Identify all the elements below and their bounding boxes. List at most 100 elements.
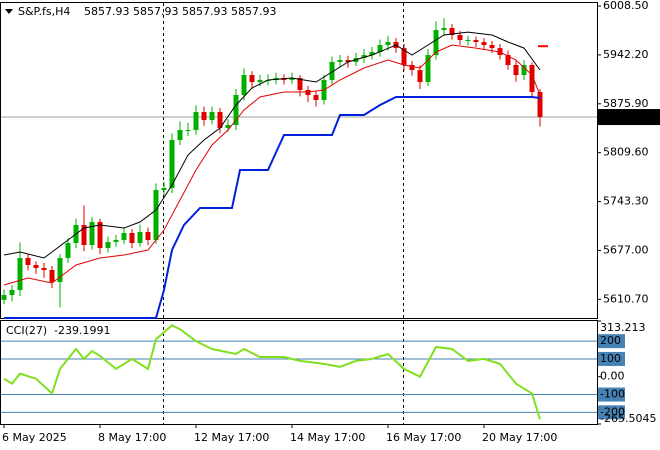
y-tick-label: 100 — [600, 352, 621, 365]
candle-body — [489, 45, 495, 49]
candle-body — [81, 225, 87, 246]
candle-body — [169, 140, 175, 189]
candle-body — [313, 95, 319, 101]
candle-body — [449, 27, 455, 36]
indicator-line — [3, 324, 541, 420]
cci-value: -239.1991 — [54, 324, 110, 337]
candle-body — [89, 221, 95, 246]
candle-body — [529, 65, 535, 92]
candle-body — [513, 65, 519, 76]
candle-body — [329, 61, 335, 80]
header-value: 5857.93 — [133, 5, 179, 18]
candle-body — [473, 40, 479, 43]
candle-body — [145, 232, 151, 240]
indicator-line — [3, 31, 541, 259]
candle-body — [361, 54, 367, 59]
x-tick-label: 12 May 17:00 — [194, 431, 269, 444]
candle-body — [65, 243, 71, 258]
candle-body — [105, 241, 111, 249]
candle-body — [233, 95, 239, 126]
candle-body — [49, 269, 55, 283]
indicator-line — [3, 44, 541, 286]
candle-body — [441, 27, 447, 30]
last-price-label: 5857.93 — [603, 110, 649, 123]
candle-body — [25, 257, 31, 265]
candle-body — [121, 232, 127, 240]
candle-body — [385, 42, 391, 46]
y-tick-label: -100 — [600, 388, 625, 401]
candle-body — [33, 264, 39, 269]
candle-body — [257, 79, 263, 83]
candle-body — [177, 129, 183, 141]
level-label-box — [598, 351, 625, 366]
candle-body — [201, 111, 207, 121]
y-tick-label: 5875.90 — [603, 97, 649, 110]
header-value: 5857.93 — [84, 5, 130, 18]
y-tick-label: -265.5045 — [600, 412, 656, 425]
x-tick-label: 20 May 17:00 — [482, 431, 557, 444]
candle-body — [289, 77, 295, 80]
y-tick-label: 5743.30 — [603, 195, 649, 208]
symbol-label: S&P.fs,H4 — [18, 5, 70, 18]
candle-body — [97, 221, 103, 249]
candle-body — [505, 54, 511, 66]
candle-body — [377, 45, 383, 53]
x-tick-label: 14 May 17:00 — [290, 431, 365, 444]
y-tick-label: 5677.00 — [603, 243, 649, 256]
candle-body — [297, 77, 303, 91]
candle-body — [409, 65, 415, 71]
collapse-icon — [5, 9, 13, 14]
candle-body — [1, 294, 7, 300]
candle-body — [241, 75, 247, 96]
candle-body — [57, 257, 63, 283]
last-price-box — [598, 109, 660, 126]
candle-body — [305, 90, 311, 96]
candle-body — [161, 188, 167, 190]
candle-body — [521, 65, 527, 76]
candle-body — [457, 35, 463, 41]
candle-body — [217, 111, 223, 128]
candle-body — [137, 232, 143, 244]
y-tick-label: -200 — [600, 405, 625, 418]
level-label-box — [598, 334, 625, 349]
candle-body — [193, 111, 199, 130]
candle-body — [209, 111, 215, 121]
y-tick-label: 200 — [600, 334, 621, 347]
candle-body — [401, 48, 407, 66]
indicator-line — [4, 96, 541, 319]
candle-body — [417, 70, 423, 83]
candle-body — [249, 75, 255, 83]
header-value: 5857.93 — [182, 5, 228, 18]
candle-body — [425, 54, 431, 83]
level-label-box — [598, 387, 625, 402]
y-tick-label: 5610.70 — [603, 292, 649, 305]
candle-body — [113, 239, 119, 242]
candle-body — [337, 59, 343, 62]
cci-label: CCI(27) — [6, 324, 47, 337]
candle-body — [153, 189, 159, 240]
candle-body — [465, 40, 471, 42]
candle-body — [129, 232, 135, 244]
x-tick-label: 8 May 17:00 — [98, 431, 166, 444]
main-panel-border — [0, 2, 598, 319]
x-tick-label: 6 May 2025 — [2, 431, 67, 444]
candle-body — [9, 289, 15, 295]
level-label-box — [598, 405, 625, 420]
x-tick-label: 16 May 17:00 — [386, 431, 461, 444]
candle-body — [433, 29, 439, 55]
candle-body — [41, 268, 47, 270]
y-tick-label: 5809.60 — [603, 146, 649, 159]
y-tick-label: 6008.50 — [603, 0, 649, 12]
y-tick-label: 0.00 — [600, 370, 625, 383]
candle-body — [345, 59, 351, 62]
y-tick-label: 313.213 — [600, 321, 646, 334]
cci-panel-border — [0, 320, 598, 425]
candle-body — [481, 42, 487, 46]
candle-body — [225, 125, 231, 128]
candle-body — [369, 52, 375, 55]
header-value: 5857.93 — [231, 5, 277, 18]
candle-body — [185, 129, 191, 131]
candle-body — [17, 257, 23, 290]
y-tick-label: 5942.20 — [603, 48, 649, 61]
